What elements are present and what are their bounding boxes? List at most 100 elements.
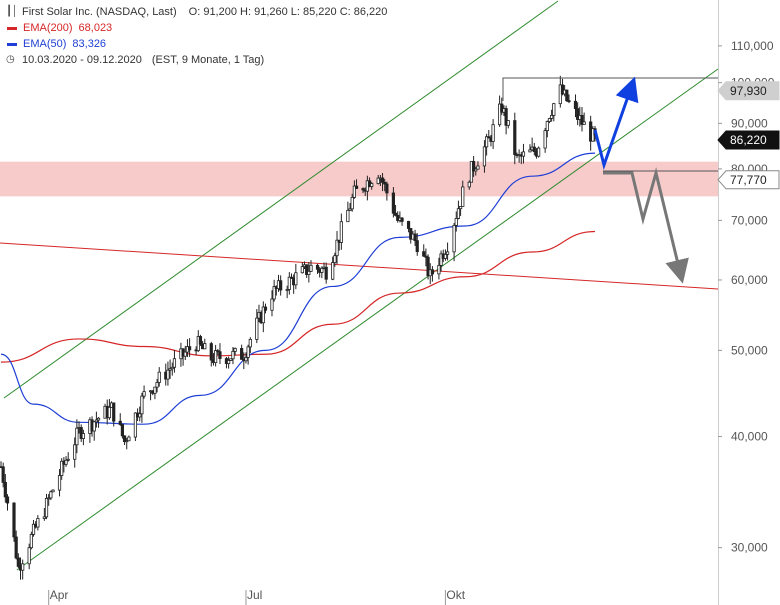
candle-body bbox=[498, 103, 502, 126]
legend-title-row: ┃│ First Solar Inc. (NASDAQ, Last) O: 91… bbox=[6, 4, 387, 20]
candle-body bbox=[532, 146, 536, 152]
candle-body bbox=[471, 160, 476, 172]
candle-body bbox=[491, 124, 495, 142]
candle-body bbox=[166, 369, 170, 380]
candle-body bbox=[153, 386, 157, 394]
range-meta: (EST, 9 Monate, 1 Tag) bbox=[151, 54, 265, 66]
candle-body bbox=[482, 146, 487, 167]
candle-body bbox=[96, 417, 101, 421]
candle-body bbox=[528, 149, 532, 153]
price-tag-label: 86,220 bbox=[730, 133, 767, 147]
candle-body bbox=[504, 108, 508, 126]
candle-body bbox=[44, 498, 49, 518]
x-tick-label: Apr bbox=[50, 588, 69, 602]
x-tick-label: Jul bbox=[247, 588, 262, 602]
clock-icon: ◷ bbox=[6, 54, 15, 65]
resistance-line-97 bbox=[502, 77, 718, 101]
price-tag-label: 97,930 bbox=[730, 84, 767, 98]
candle-body bbox=[272, 286, 276, 300]
candle-body bbox=[3, 481, 7, 498]
candle-body bbox=[216, 350, 220, 353]
ema200-line bbox=[0, 230, 596, 363]
candle-body bbox=[75, 427, 79, 446]
candle-body bbox=[263, 306, 268, 311]
legend-ema200: EMA(200) 68,023 bbox=[6, 20, 387, 36]
candle-body bbox=[5, 496, 10, 504]
y-tick-label: 110,000 bbox=[731, 39, 774, 53]
candle-body bbox=[16, 557, 20, 567]
candle-body bbox=[64, 459, 68, 465]
candle-body bbox=[385, 183, 389, 194]
instrument-title: First Solar Inc. (NASDAQ, Last) bbox=[22, 6, 177, 18]
candle-body bbox=[315, 264, 320, 270]
candle-body bbox=[133, 412, 138, 438]
candle-body bbox=[203, 343, 207, 350]
candle-body bbox=[454, 218, 458, 226]
chart-legend: ┃│ First Solar Inc. (NASDAQ, Last) O: 91… bbox=[6, 4, 387, 68]
candle-body bbox=[439, 253, 443, 266]
candlestick-icon: ┃│ bbox=[6, 6, 19, 17]
candle-body bbox=[188, 346, 192, 351]
candle-body bbox=[112, 402, 116, 422]
candle-body bbox=[537, 147, 541, 157]
candle-body bbox=[543, 130, 547, 149]
ohlc-values: O: 91,200 H: 91,260 L: 85,220 C: 86,220 bbox=[188, 6, 388, 18]
legend-ema50: EMA(50) 83,326 bbox=[6, 36, 387, 52]
candle-body bbox=[21, 563, 25, 571]
candle-body bbox=[300, 266, 304, 274]
candle-body bbox=[140, 395, 144, 415]
candle-body bbox=[413, 233, 417, 242]
candle-body bbox=[168, 368, 172, 371]
candle-body bbox=[307, 270, 311, 275]
candle-body bbox=[513, 120, 517, 155]
candle-body bbox=[125, 440, 129, 443]
candle-body bbox=[458, 206, 463, 210]
candle-body bbox=[287, 276, 291, 290]
candle-body bbox=[437, 264, 441, 275]
candle-body bbox=[415, 240, 419, 253]
candle-body bbox=[324, 266, 328, 280]
candle-body bbox=[391, 192, 395, 214]
candle-body bbox=[12, 502, 16, 538]
candle-body bbox=[246, 346, 250, 358]
candle-body bbox=[81, 433, 85, 439]
candle-body bbox=[261, 306, 265, 324]
channel-upper-line bbox=[3, 0, 559, 399]
bullish-scenario-arrow bbox=[593, 76, 639, 171]
candle-body bbox=[560, 84, 565, 95]
candle-body bbox=[305, 264, 309, 275]
candle-body bbox=[79, 427, 83, 439]
candle-body bbox=[127, 436, 131, 442]
candle-body bbox=[426, 256, 430, 277]
candle-body bbox=[370, 183, 374, 187]
candle-body bbox=[424, 255, 428, 258]
candle-body bbox=[155, 382, 159, 388]
candle-body bbox=[567, 100, 571, 103]
candle-body bbox=[142, 391, 146, 397]
x-tick-label: Okt bbox=[446, 588, 465, 602]
y-tick-label: 70,000 bbox=[731, 213, 768, 227]
candle-body bbox=[279, 280, 283, 291]
candle-body bbox=[107, 406, 111, 419]
ema50-line bbox=[0, 152, 596, 425]
candle-body bbox=[29, 534, 33, 549]
candle-body bbox=[198, 336, 203, 345]
price-tag-label: 77,770 bbox=[730, 173, 767, 187]
candle-body bbox=[354, 185, 359, 189]
candle-body bbox=[350, 196, 354, 210]
price-tag-box bbox=[717, 81, 780, 101]
candle-body bbox=[376, 177, 380, 184]
candle-body bbox=[320, 267, 324, 273]
candle-body bbox=[335, 239, 339, 257]
candle-body bbox=[506, 120, 510, 126]
trendline-red bbox=[0, 242, 719, 290]
candle-body bbox=[383, 181, 387, 185]
candle-body bbox=[231, 350, 235, 360]
candle-body bbox=[209, 343, 213, 361]
candle-body bbox=[138, 413, 142, 418]
candle-body bbox=[393, 212, 398, 216]
y-tick-label: 30,000 bbox=[731, 541, 768, 555]
candle-body bbox=[430, 269, 435, 275]
candle-body bbox=[573, 100, 578, 110]
